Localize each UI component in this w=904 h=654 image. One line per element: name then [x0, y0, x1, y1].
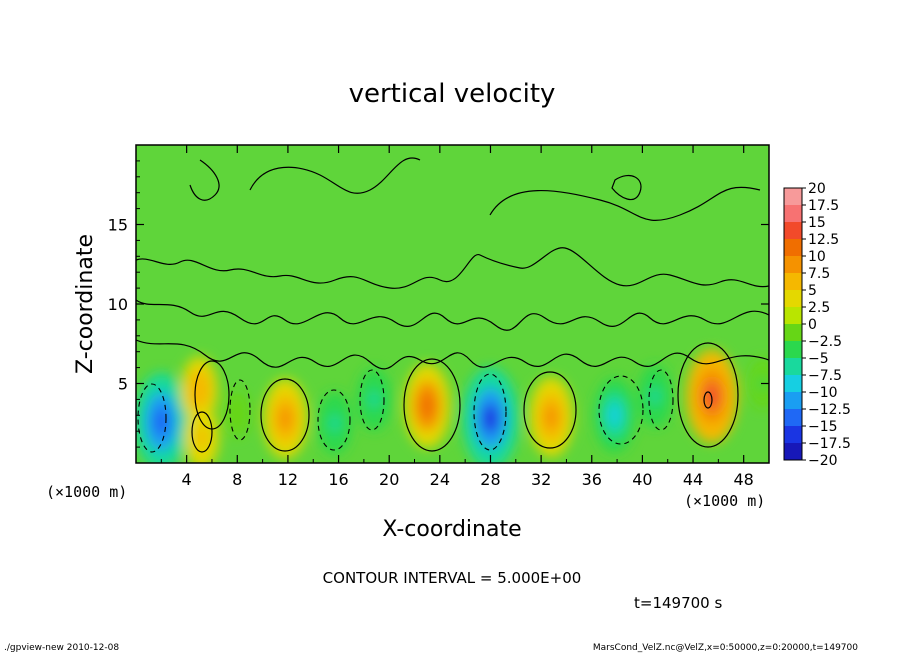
colorbar-segment — [784, 290, 802, 307]
heatmap-cell-core — [368, 390, 380, 409]
colorbar: 2017.51512.5107.552.50−2.5−5−7.5−10−12.5… — [783, 181, 851, 469]
colorbar-label: 7.5 — [808, 266, 830, 282]
y-tick-label: 5 — [118, 375, 128, 394]
colorbar-segment — [784, 324, 802, 341]
heatmap-cell-core — [482, 403, 499, 434]
x-tick-label: 28 — [480, 470, 500, 489]
x-tick-label: 16 — [328, 470, 348, 489]
colorbar-segment — [784, 188, 802, 205]
colorbar-label: −15 — [808, 419, 838, 435]
heatmap-cell-core — [420, 393, 435, 419]
footer-right: MarsCond_VelZ.nc@VelZ,x=0:50000,z=0:2000… — [593, 643, 858, 653]
colorbar-label: 17.5 — [808, 198, 839, 214]
colorbar-segment — [784, 375, 802, 392]
heatmap-cell-core — [544, 404, 558, 429]
colorbar-label: −17.5 — [808, 436, 851, 452]
time-label: t=149700 s — [634, 594, 722, 612]
colorbar-segment — [784, 426, 802, 443]
colorbar-segment — [784, 256, 802, 273]
x-axis-label: X-coordinate — [382, 517, 521, 542]
heatmap-cell-core — [278, 406, 292, 431]
heatmap-cell-core — [193, 379, 205, 400]
colorbar-label: −12.5 — [808, 402, 851, 418]
colorbar-segment — [784, 341, 802, 358]
x-unit-left: (×1000 m) — [46, 483, 127, 501]
x-tick-label: 44 — [683, 470, 703, 489]
y-tick-label: 10 — [108, 295, 128, 314]
colorbar-label: 20 — [808, 181, 826, 197]
heatmap-cell-core — [196, 428, 207, 447]
x-tick-label: 8 — [232, 470, 242, 489]
colorbar-segment — [784, 409, 802, 426]
colorbar-segment — [784, 222, 802, 239]
x-tick-label: 24 — [430, 470, 450, 489]
x-tick-label: 48 — [734, 470, 754, 489]
heatmap-cell-core — [608, 403, 621, 427]
colorbar-segment — [784, 392, 802, 409]
plot-area — [136, 145, 769, 463]
x-tick-label: 4 — [182, 470, 192, 489]
x-tick-label: 12 — [278, 470, 298, 489]
contour-lines — [136, 157, 769, 453]
x-tick-label: 32 — [531, 470, 551, 489]
y-tick-label: 15 — [108, 216, 128, 235]
colorbar-label: −5 — [808, 351, 829, 367]
chart-title: vertical velocity — [349, 79, 556, 109]
colorbar-label: 5 — [808, 283, 817, 299]
colorbar-label: 15 — [808, 215, 826, 231]
heatmap-cell-core — [233, 406, 241, 421]
colorbar-segment — [784, 358, 802, 375]
colorbar-label: −2.5 — [808, 334, 842, 350]
contour-interval-label: CONTOUR INTERVAL = 5.000E+00 — [323, 569, 582, 587]
colorbar-segment — [784, 443, 802, 460]
footer-left: ./gpview-new 2010-12-08 — [4, 643, 119, 653]
heatmap-cell-core — [649, 386, 661, 406]
colorbar-label: 0 — [808, 317, 817, 333]
colorbar-segment — [784, 307, 802, 324]
colorbar-label: 2.5 — [808, 300, 830, 316]
colorbar-segment — [784, 239, 802, 256]
x-unit-right: (×1000 m) — [684, 492, 765, 510]
x-axis: 4 8 12 16 20 24 28 32 36 40 44 48 — [160, 145, 754, 489]
colorbar-label: −20 — [808, 453, 838, 469]
colorbar-label: −7.5 — [808, 368, 842, 384]
x-tick-label: 40 — [632, 470, 652, 489]
colorbar-label: 12.5 — [808, 232, 839, 248]
negative-contours — [137, 369, 674, 453]
y-axis-label: Z-coordinate — [73, 234, 98, 374]
x-tick-label: 20 — [379, 470, 399, 489]
x-tick-label: 36 — [582, 470, 602, 489]
heatmap-cell-core — [329, 413, 340, 433]
colorbar-segment — [784, 205, 802, 222]
y-axis: 5 10 15 — [108, 160, 769, 448]
colorbar-label: −10 — [808, 385, 838, 401]
heatmap-cell-core — [153, 407, 170, 437]
colorbar-label: 10 — [808, 249, 826, 265]
colorbar-segment — [784, 273, 802, 290]
